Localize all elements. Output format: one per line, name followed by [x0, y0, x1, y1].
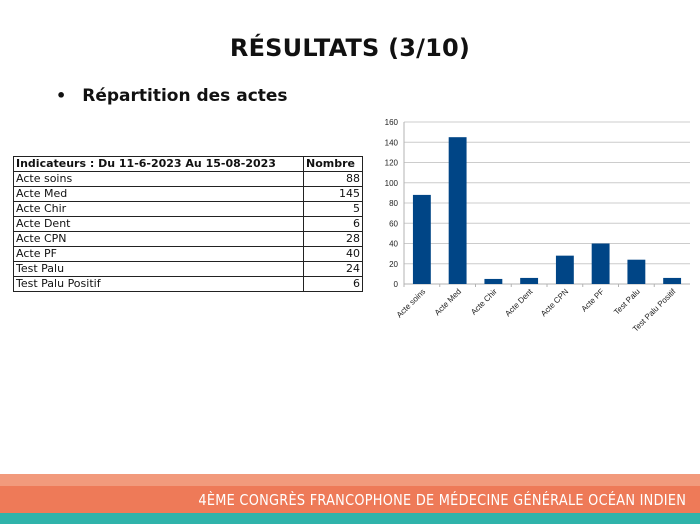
x-tick-label: Acte PF	[580, 287, 607, 314]
x-tick-label: Acte Dent	[503, 287, 535, 319]
y-tick-label: 140	[385, 138, 399, 147]
footer-band-bottom	[0, 513, 700, 524]
y-tick-label: 40	[389, 240, 398, 249]
bullet-dot-icon: •	[56, 86, 67, 105]
bar	[448, 137, 467, 284]
footer-banner: 4ÈME CONGRÈS FRANCOPHONE DE MÉDECINE GÉN…	[0, 474, 700, 524]
y-tick-label: 80	[389, 199, 398, 208]
x-tick-label: Acte Chir	[469, 287, 499, 317]
y-tick-label: 120	[385, 159, 399, 168]
bar	[412, 194, 431, 284]
x-tick-label: Acte CPN	[539, 287, 570, 318]
table-row: Acte Dent 6	[13, 216, 363, 232]
y-tick-label: 60	[389, 219, 398, 228]
table-row: Test Palu 24	[13, 261, 363, 277]
y-tick-label: 100	[385, 179, 399, 188]
x-tick-label: Test Palu	[612, 287, 642, 317]
row-value: 88	[303, 171, 363, 187]
bar	[555, 255, 574, 284]
y-tick-label: 20	[389, 260, 398, 269]
slide-title: RÉSULTATS (3/10)	[229, 34, 471, 62]
bar	[627, 259, 646, 284]
x-tick-label: Acte Med	[433, 287, 463, 317]
table-row: Acte Chir 5	[13, 201, 363, 217]
row-value: 145	[303, 186, 363, 202]
footer-band-top	[0, 474, 700, 486]
bullet-item: • Répartition des actes	[56, 86, 288, 106]
table-row: Test Palu Positif 6	[13, 276, 363, 292]
table-header-row: Indicateurs : Du 11-6-2023 Au 15-08-2023…	[13, 156, 363, 172]
bar	[484, 278, 503, 284]
table-row: Acte soins 88	[13, 171, 363, 187]
row-label: Acte Dent	[13, 216, 304, 232]
row-label: Test Palu Positif	[13, 276, 304, 292]
bar	[520, 277, 539, 284]
bullet-text: Répartition des actes	[82, 86, 288, 106]
bar	[663, 277, 682, 284]
row-label: Acte Chir	[13, 201, 304, 217]
bar	[591, 243, 610, 284]
table-header-value: Nombre	[303, 156, 363, 172]
footer-text: 4ÈME CONGRÈS FRANCOPHONE DE MÉDECINE GÉN…	[198, 491, 686, 509]
row-label: Acte CPN	[13, 231, 304, 247]
row-value: 6	[303, 276, 363, 292]
table-header-label: Indicateurs : Du 11-6-2023 Au 15-08-2023	[13, 156, 304, 172]
indicators-table: Indicateurs : Du 11-6-2023 Au 15-08-2023…	[13, 156, 363, 292]
y-tick-label: 0	[394, 280, 399, 289]
footer-band-middle	[0, 486, 700, 513]
y-tick-label: 160	[385, 118, 399, 127]
table-row: Acte CPN 28	[13, 231, 363, 247]
x-tick-label: Acte soins	[395, 287, 427, 319]
